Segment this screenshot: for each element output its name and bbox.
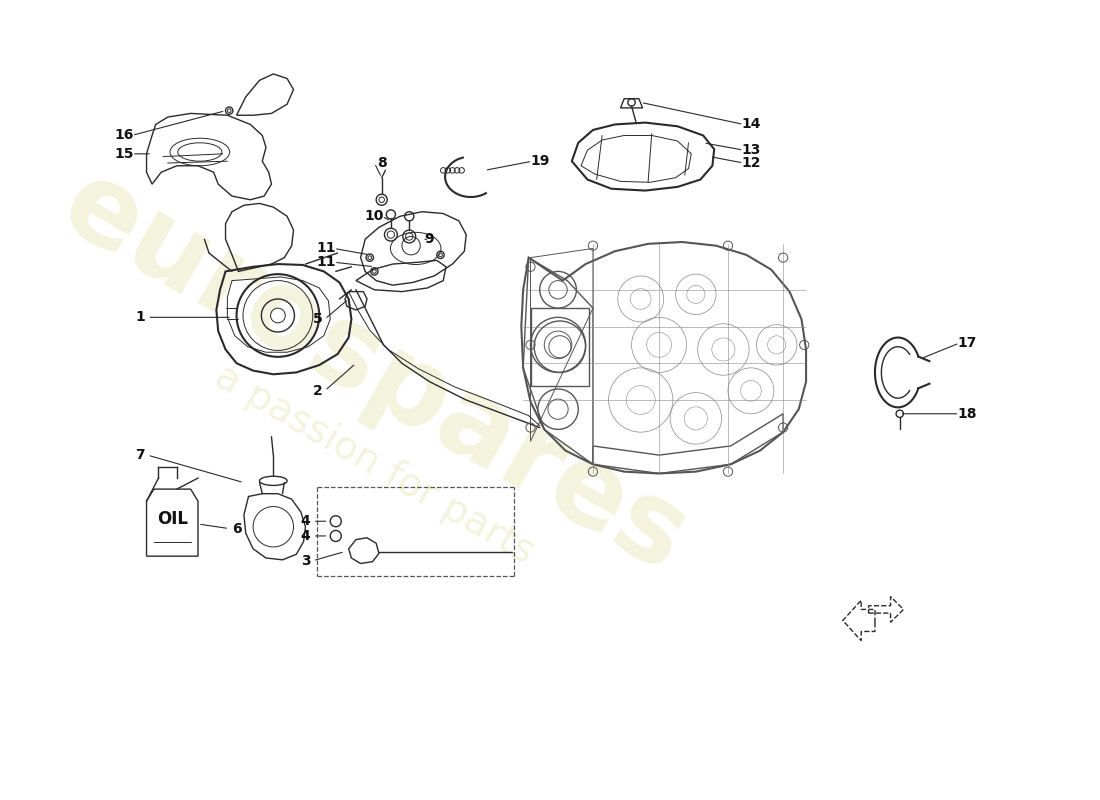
Text: 11: 11 bbox=[317, 255, 337, 270]
Text: 14: 14 bbox=[741, 118, 761, 131]
Text: 4: 4 bbox=[300, 514, 310, 528]
Text: 8: 8 bbox=[377, 156, 386, 170]
Text: 6: 6 bbox=[232, 522, 241, 535]
Text: 2: 2 bbox=[312, 384, 322, 398]
Text: 17: 17 bbox=[957, 336, 977, 350]
Text: 18: 18 bbox=[957, 406, 977, 421]
Text: 19: 19 bbox=[530, 154, 549, 168]
Text: 15: 15 bbox=[114, 147, 134, 161]
Text: 11: 11 bbox=[317, 242, 337, 255]
Text: 9: 9 bbox=[425, 232, 435, 246]
Text: 16: 16 bbox=[114, 129, 134, 142]
Text: a passion for parts: a passion for parts bbox=[208, 358, 541, 571]
Text: 5: 5 bbox=[312, 312, 322, 326]
Text: 4: 4 bbox=[300, 529, 310, 543]
Text: 13: 13 bbox=[741, 143, 760, 157]
Text: 10: 10 bbox=[365, 210, 384, 223]
Text: 7: 7 bbox=[135, 448, 145, 462]
Text: 1: 1 bbox=[135, 310, 145, 324]
Text: eurospares: eurospares bbox=[43, 150, 705, 594]
Text: 12: 12 bbox=[741, 156, 761, 170]
Text: 3: 3 bbox=[300, 554, 310, 568]
Text: OIL: OIL bbox=[157, 510, 188, 529]
